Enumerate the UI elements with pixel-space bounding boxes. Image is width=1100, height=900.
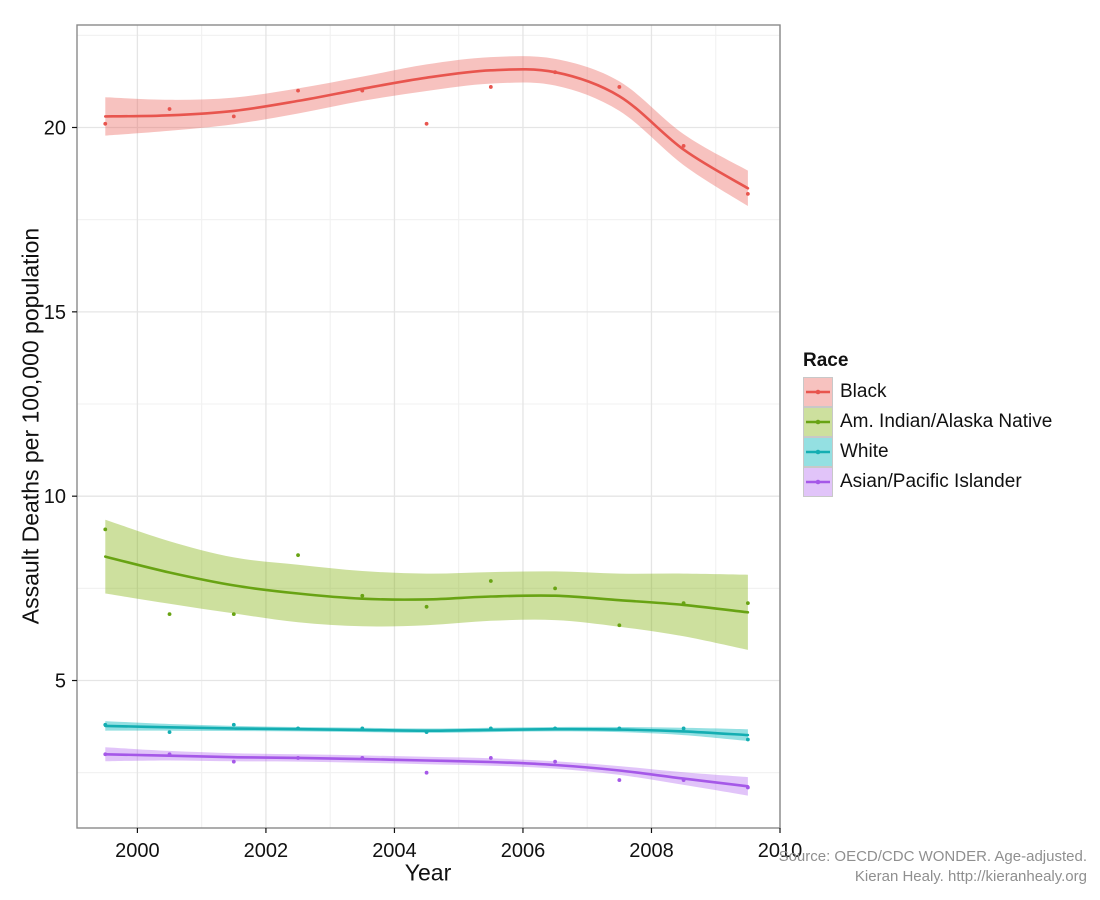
legend-key-line-icon xyxy=(806,389,830,395)
data-point xyxy=(167,752,172,757)
legend-label: White xyxy=(840,441,889,462)
legend-entry-am-indian-alaska-native: Am. Indian/Alaska Native xyxy=(803,407,1052,437)
data-point xyxy=(617,726,622,731)
y-axis-title: Assault Deaths per 100,000 population xyxy=(17,227,44,625)
minor-gridlines xyxy=(77,25,780,828)
data-point xyxy=(231,114,236,119)
legend-key-swatch xyxy=(803,467,833,497)
x-tick-label: 2008 xyxy=(629,840,674,862)
data-point xyxy=(103,722,108,727)
data-point xyxy=(553,759,557,764)
data-point xyxy=(231,612,236,617)
data-point xyxy=(488,579,493,583)
legend-entries: Black Am. Indian/Alaska Native White Asian/… xyxy=(803,377,1052,497)
data-point xyxy=(488,85,493,89)
data-point xyxy=(681,601,686,606)
data-point xyxy=(103,752,108,757)
legend-entry-black: Black xyxy=(803,377,1052,407)
legend-key-line-icon xyxy=(806,419,830,425)
legend-entry-asian-pacific-islander: Asian/Pacific Islander xyxy=(803,467,1052,497)
data-point xyxy=(488,726,493,731)
x-tick-label: 2002 xyxy=(244,840,289,862)
source-line-2: Kieran Healy. http://kieranhealy.org xyxy=(854,868,1087,885)
legend-key-swatch xyxy=(803,407,833,437)
source-line-1: Source: OECD/CDC WONDER. Age-adjusted. xyxy=(778,848,1087,865)
panel-border xyxy=(76,24,781,829)
source-credit: Source: OECD/CDC WONDER. Age-adjusted. K… xyxy=(779,847,1087,887)
data-point xyxy=(103,121,108,126)
data-point xyxy=(745,601,750,606)
data-point xyxy=(553,726,557,731)
data-point xyxy=(745,191,750,196)
data-point xyxy=(424,121,429,126)
series-black xyxy=(103,56,750,206)
data-point xyxy=(231,759,236,764)
legend-label: Asian/Pacific Islander xyxy=(840,471,1022,492)
y-tick-label: 15 xyxy=(44,302,66,324)
data-point xyxy=(360,756,365,760)
data-point xyxy=(617,778,622,782)
legend-title: Race xyxy=(803,350,849,371)
data-point xyxy=(424,604,429,609)
data-point xyxy=(296,756,300,760)
data-point xyxy=(296,726,300,731)
legend-entry-white: White xyxy=(803,437,1052,467)
data-point xyxy=(296,88,300,93)
confidence-ribbon xyxy=(105,519,748,650)
data-point xyxy=(231,722,236,727)
x-axis-title: Year xyxy=(404,859,452,886)
data-point xyxy=(617,85,622,89)
data-point xyxy=(424,730,429,735)
legend-key-swatch xyxy=(803,377,833,407)
confidence-ribbon xyxy=(105,56,748,206)
data-point xyxy=(745,737,750,742)
x-tick-label: 2000 xyxy=(115,840,160,862)
x-tick-label: 2004 xyxy=(372,840,417,862)
series-white xyxy=(103,721,750,742)
data-point xyxy=(360,593,365,598)
smooth-line xyxy=(104,555,750,614)
data-point xyxy=(681,144,686,148)
data-point xyxy=(553,70,557,75)
data-point xyxy=(553,586,557,591)
smooth-line xyxy=(104,68,750,190)
data-point xyxy=(167,107,172,111)
data-point xyxy=(424,770,429,775)
y-tick-label: 10 xyxy=(44,486,66,508)
legend-key-line-icon xyxy=(806,479,830,485)
x-tick-label: 2010 xyxy=(758,840,803,862)
y-tick-label: 5 xyxy=(55,671,66,693)
x-tick-label: 2006 xyxy=(501,840,546,862)
legend-label: Am. Indian/Alaska Native xyxy=(840,411,1053,432)
legend-label: Black xyxy=(840,381,887,402)
legend-key-swatch xyxy=(803,437,833,467)
data-point xyxy=(296,553,300,558)
series-am-indian-alaska-native xyxy=(103,519,750,650)
data-point xyxy=(745,785,750,790)
smooth-line xyxy=(104,753,750,788)
data-point xyxy=(681,778,686,782)
data-point xyxy=(167,730,172,735)
data-point xyxy=(103,527,108,532)
y-tick-label: 20 xyxy=(44,117,66,139)
series-asian-pacific-islander xyxy=(103,747,750,796)
axis-ticks xyxy=(72,126,781,833)
data-point xyxy=(681,726,686,731)
data-point xyxy=(360,88,365,93)
data-point xyxy=(167,612,172,617)
legend-key-line-icon xyxy=(806,449,830,455)
data-point xyxy=(617,623,622,628)
data-point xyxy=(360,726,365,731)
confidence-ribbon xyxy=(105,747,748,796)
data-point xyxy=(488,756,493,760)
panel-background xyxy=(77,25,780,828)
legend: Race Black Am. Indian/Alaska Native White A… xyxy=(803,350,1052,497)
